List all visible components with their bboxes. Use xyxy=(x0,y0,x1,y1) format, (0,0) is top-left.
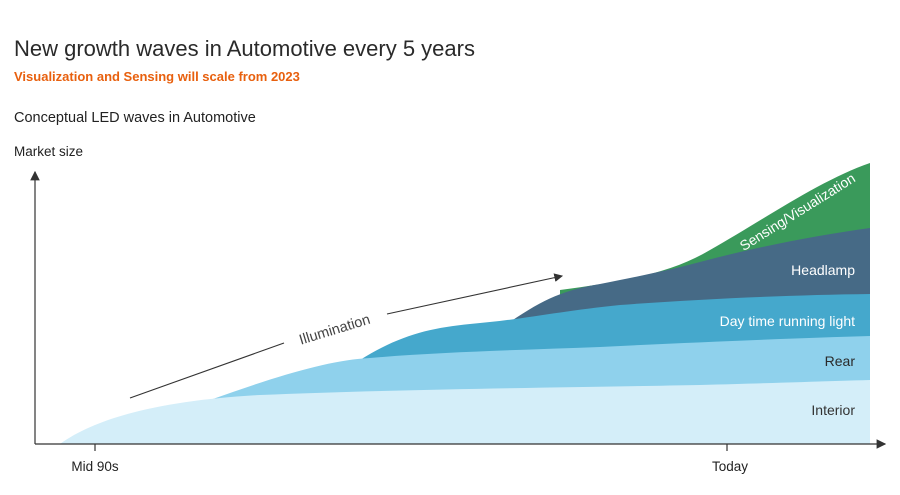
illumination-annotation: Illumination xyxy=(297,312,372,349)
series-label-rear: Rear xyxy=(825,353,856,369)
chart-title: Conceptual LED waves in Automotive xyxy=(14,110,256,126)
illumination-arrow-right xyxy=(386,273,564,315)
x-tick-label-mid-90s: Mid 90s xyxy=(71,459,119,474)
series-label-headlamp: Headlamp xyxy=(791,262,855,278)
area-interior xyxy=(60,380,870,444)
page-title: New growth waves in Automotive every 5 y… xyxy=(14,36,475,61)
x-tick-label-today: Today xyxy=(712,459,748,474)
y-axis-label: Market size xyxy=(14,144,84,159)
series-label-interior: Interior xyxy=(811,402,855,418)
series-label-day-time-running-light: Day time running light xyxy=(720,313,856,329)
illumination-arrow-left xyxy=(129,342,285,399)
page-subtitle: Visualization and Sensing will scale fro… xyxy=(14,69,300,84)
